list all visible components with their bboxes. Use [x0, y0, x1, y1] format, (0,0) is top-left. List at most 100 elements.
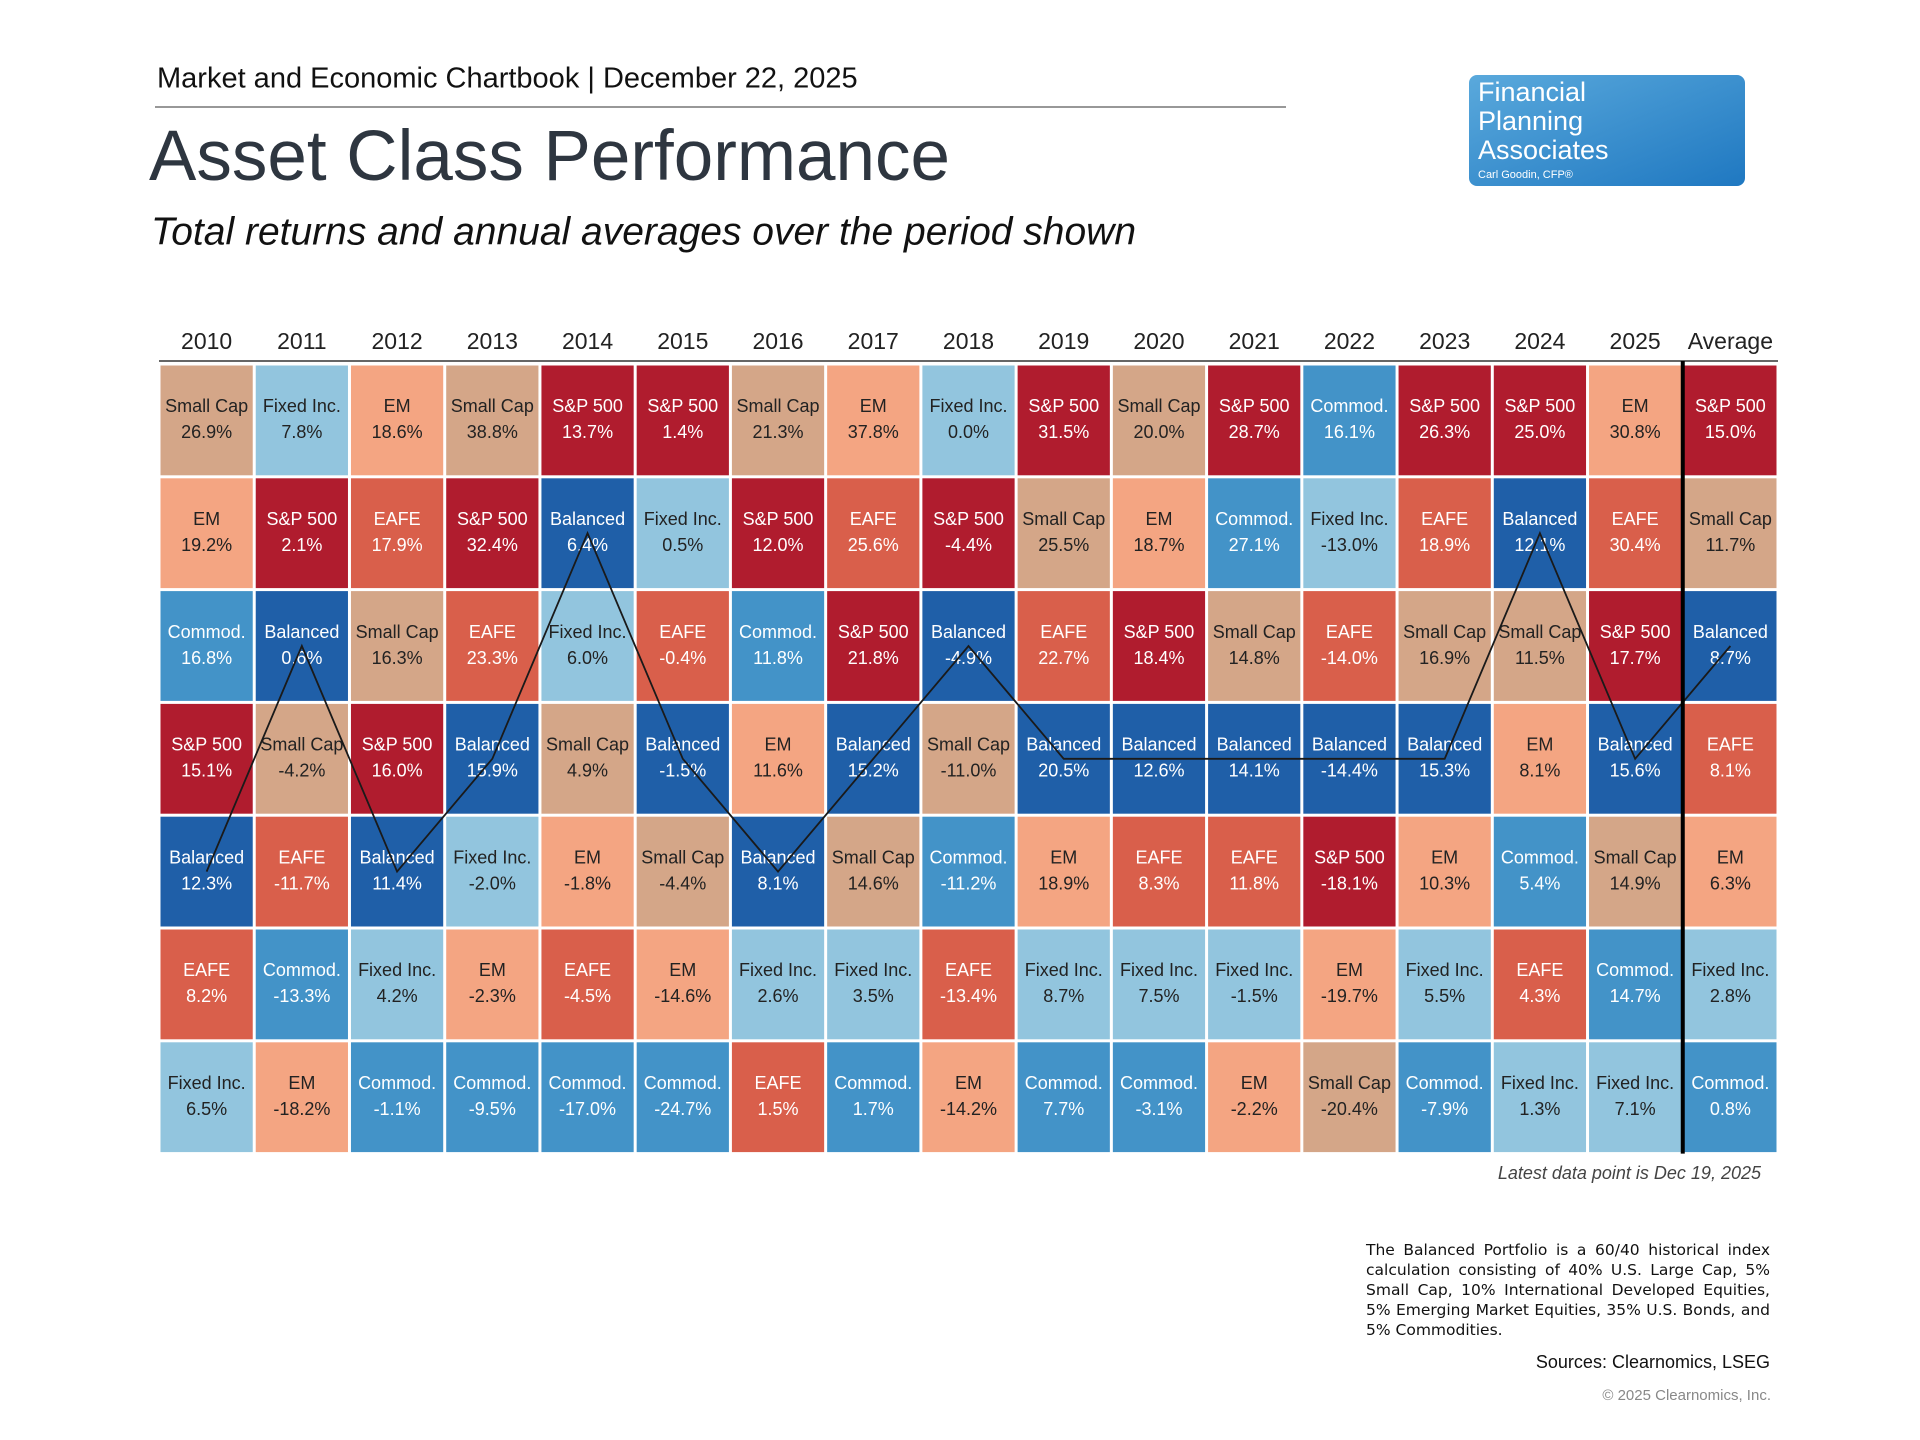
column-header: 2016: [752, 328, 803, 354]
cell: [731, 365, 825, 476]
cell-return: 20.0%: [1133, 422, 1184, 442]
cell-return: -13.3%: [273, 986, 330, 1006]
cell-asset: Balanced: [169, 847, 244, 867]
cell-asset: S&P 500: [1505, 396, 1576, 416]
cell-asset: Fixed Inc.: [929, 396, 1007, 416]
cell: [827, 365, 920, 476]
cell-return: 15.6%: [1610, 761, 1661, 781]
cell-asset: EAFE: [1612, 509, 1659, 529]
cell: [350, 591, 444, 701]
cell: [731, 703, 825, 814]
cell: [1017, 816, 1110, 927]
cell-return: -20.4%: [1321, 1099, 1378, 1119]
cell: [160, 478, 253, 589]
cell-asset: S&P 500: [171, 735, 242, 755]
cell-asset: Small Cap: [927, 735, 1010, 755]
cell-asset: EM: [1431, 847, 1458, 867]
cell: [1112, 478, 1206, 589]
cell-asset: Commod.: [358, 1073, 436, 1093]
cell: [1589, 365, 1682, 476]
cell-return: 18.4%: [1133, 648, 1184, 668]
cell-return: -2.2%: [1231, 1099, 1278, 1119]
cell: [636, 365, 729, 476]
cell-asset: EM: [1336, 960, 1363, 980]
cell: [446, 1042, 539, 1153]
cell: [1398, 478, 1491, 589]
cell-return: 2.6%: [758, 986, 799, 1006]
cell-asset: EAFE: [278, 847, 325, 867]
cell-asset: EAFE: [659, 622, 706, 642]
cell: [1208, 929, 1301, 1040]
data-note: Latest data point is Dec 19, 2025: [1498, 1163, 1762, 1183]
cell-return: -2.0%: [469, 873, 516, 893]
cell-asset: EM: [669, 960, 696, 980]
cell-return: 8.7%: [1710, 648, 1751, 668]
cell-asset: Fixed Inc.: [1215, 960, 1293, 980]
cell: [350, 703, 444, 814]
cell-asset: EM: [1526, 735, 1553, 755]
cell-asset: Small Cap: [451, 396, 534, 416]
cell: [255, 478, 348, 589]
cell-asset: EM: [574, 847, 601, 867]
cell-asset: EM: [1241, 1073, 1268, 1093]
cell: [1303, 929, 1396, 1040]
cell-asset: Commod.: [1310, 396, 1388, 416]
cell-asset: Commod.: [1596, 960, 1674, 980]
cell-return: -7.9%: [1421, 1099, 1468, 1119]
cell: [1303, 478, 1396, 589]
cell-return: 11.8%: [1229, 873, 1279, 893]
cell-return: 19.2%: [181, 535, 232, 555]
cell-asset: Small Cap: [1117, 396, 1200, 416]
column-header: 2025: [1610, 328, 1661, 354]
cell-asset: Commod.: [1215, 509, 1293, 529]
cell-return: 17.7%: [1610, 648, 1661, 668]
cell: [541, 703, 634, 814]
column-header: 2015: [657, 328, 708, 354]
cell-asset: EAFE: [1231, 847, 1278, 867]
cell-asset: EM: [955, 1073, 982, 1093]
cell-return: 14.8%: [1229, 648, 1280, 668]
cell: [636, 816, 729, 927]
cell-asset: Balanced: [1502, 509, 1577, 529]
cell-return: 7.7%: [1043, 1099, 1084, 1119]
cell: [827, 929, 920, 1040]
cell-return: -11.0%: [941, 761, 997, 781]
cell-asset: EM: [384, 396, 411, 416]
cell-asset: S&P 500: [1124, 622, 1195, 642]
kicker: Market and Economic Chartbook | December…: [157, 63, 858, 95]
cell-return: 11.6%: [753, 761, 803, 781]
cell: [827, 478, 920, 589]
cell-return: 16.9%: [1419, 648, 1470, 668]
cell: [731, 591, 825, 701]
cell: [636, 1042, 729, 1153]
cell-return: 8.3%: [1138, 873, 1179, 893]
cell-return: 6.4%: [567, 535, 608, 555]
cell: [160, 591, 253, 701]
cell-return: -4.4%: [659, 873, 706, 893]
cell-asset: Commod.: [1025, 1073, 1103, 1093]
column-header: Average: [1688, 328, 1773, 354]
logo-line: Financial: [1478, 77, 1586, 107]
cell-return: 6.0%: [567, 648, 608, 668]
cell-return: 31.5%: [1038, 422, 1089, 442]
cell-asset: Balanced: [1026, 735, 1101, 755]
cell: [1493, 365, 1587, 476]
cell: [1208, 478, 1301, 589]
cell-return: 15.0%: [1705, 422, 1756, 442]
cell-return: 7.5%: [1138, 986, 1179, 1006]
cell-asset: Small Cap: [832, 847, 915, 867]
cell-asset: Balanced: [1407, 735, 1482, 755]
logo: [1469, 75, 1745, 186]
cell: [160, 365, 253, 476]
cell-return: 16.8%: [181, 648, 232, 668]
cell: [1589, 478, 1682, 589]
cell-asset: Fixed Inc.: [1310, 509, 1388, 529]
cell-asset: S&P 500: [743, 509, 814, 529]
cell-return: 27.1%: [1229, 535, 1280, 555]
cell-return: -1.5%: [1231, 986, 1278, 1006]
cell: [1303, 591, 1396, 701]
column-header: 2023: [1419, 328, 1470, 354]
cell-return: 2.1%: [281, 535, 322, 555]
cell-asset: Commod.: [263, 960, 341, 980]
